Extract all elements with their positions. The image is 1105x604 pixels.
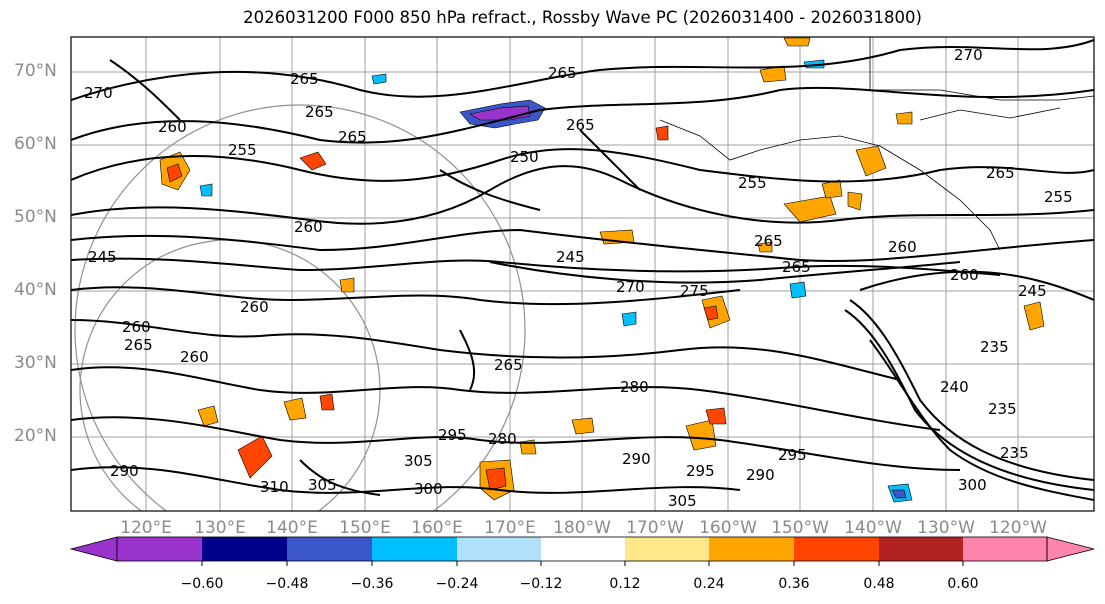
contour-label: 245	[88, 248, 117, 266]
colorbar-tick-label: 0.36	[778, 576, 810, 592]
lon-label: 120°E	[120, 518, 172, 538]
contour-label: 295	[438, 426, 467, 444]
colorbar	[69, 536, 1095, 566]
contours	[71, 39, 1094, 501]
colorbar-segment	[287, 537, 372, 561]
contour-label: 275	[680, 282, 709, 300]
contour-label: 260	[158, 118, 187, 136]
colorbar-tick-label: 0.60	[947, 576, 979, 592]
colorbar-segment	[372, 537, 457, 561]
lat-label: 60°N	[14, 134, 57, 154]
lon-label: 180°W	[553, 518, 611, 538]
lon-label: 150°E	[339, 518, 391, 538]
contour-label: 245	[556, 248, 585, 266]
colorbar-tick-label: −0.48	[265, 576, 309, 592]
lat-label: 70°N	[14, 61, 57, 81]
contour-label: 295	[686, 462, 715, 480]
contour-label: 260	[294, 218, 323, 236]
lat-label: 50°N	[14, 207, 57, 227]
contour-label: 270	[84, 84, 113, 102]
colorbar-tick-label: 0.24	[693, 576, 725, 592]
colorbar-extend-high	[1046, 536, 1095, 562]
coastlines	[659, 37, 1094, 251]
contour-label: 310	[260, 478, 289, 496]
contour-label: 305	[308, 476, 337, 494]
contour-label: 260	[240, 298, 269, 316]
lon-label: 140°E	[266, 518, 318, 538]
lon-label: 150°W	[771, 518, 829, 538]
contour-label: 280	[620, 378, 649, 396]
map-title: 2026031200 F000 850 hPa refract., Rossby…	[243, 8, 922, 27]
contour-label: 245	[1018, 282, 1047, 300]
lon-label: 160°W	[699, 518, 757, 538]
colorbar-segment	[709, 537, 794, 561]
colorbar-tick-label: −0.12	[519, 576, 563, 592]
contour-label: 260	[888, 238, 917, 256]
colorbar-segment	[541, 537, 625, 561]
colorbar-segment	[794, 537, 879, 561]
contour-label: 280	[488, 430, 517, 448]
contour-label: 260	[950, 266, 979, 284]
contour-label: 265	[290, 70, 319, 88]
contour-label: 305	[404, 452, 433, 470]
contour-label: 270	[616, 278, 645, 296]
colorbar-segment	[963, 537, 1047, 561]
contour-label: 265	[548, 64, 577, 82]
contour-label: 300	[414, 480, 443, 498]
contour-label: 290	[746, 466, 775, 484]
colorbar-segment	[117, 537, 202, 561]
contour-label: 265	[782, 258, 811, 276]
lon-label: 130°W	[917, 518, 975, 538]
contour-label: 255	[228, 141, 257, 159]
colorbar-tick-label: −0.24	[435, 576, 479, 592]
shaded-patches	[159, 37, 1045, 503]
contour-label: 265	[124, 336, 153, 354]
contour-label: 235	[988, 400, 1017, 418]
lon-label: 130°E	[194, 518, 246, 538]
contour-label: 290	[110, 462, 139, 480]
contour-label: 290	[622, 450, 651, 468]
lat-label: 40°N	[14, 280, 57, 300]
contour-label: 265	[986, 164, 1015, 182]
lat-label: 20°N	[14, 426, 57, 446]
contour-label: 235	[1000, 444, 1029, 462]
contour-label: 240	[940, 378, 969, 396]
contour-label: 300	[958, 476, 987, 494]
contour-label: 260	[122, 318, 151, 336]
colorbar-segment	[625, 537, 709, 561]
contour-label: 260	[180, 348, 209, 366]
lat-label: 30°N	[14, 353, 57, 373]
map-frame	[70, 36, 1095, 512]
lon-label: 140°W	[844, 518, 902, 538]
contour-label: 250	[510, 148, 539, 166]
contour-label: 255	[1044, 188, 1073, 206]
colorbar-extend-low	[69, 536, 118, 562]
colorbar-tick-label: 0.48	[863, 576, 895, 592]
contour-label: 255	[738, 174, 767, 192]
contour-label: 305	[668, 492, 697, 510]
contour-label: 295	[778, 446, 807, 464]
colorbar-tick-label: −0.60	[180, 576, 224, 592]
contour-labels: 270 265 260 255 265 265 250 265 265 260 …	[84, 46, 1073, 510]
contour-label: 265	[566, 116, 595, 134]
lon-label: 160°E	[411, 518, 463, 538]
colorbar-segment	[457, 537, 541, 561]
lon-label: 170°W	[626, 518, 684, 538]
contour-label: 265	[338, 128, 367, 146]
contour-label: 270	[954, 46, 983, 64]
contour-label: 235	[980, 338, 1009, 356]
colorbar-segment	[202, 537, 287, 561]
colorbar-tick-label: 0.12	[609, 576, 641, 592]
colorbar-segment	[879, 537, 963, 561]
contour-label: 265	[494, 356, 523, 374]
colorbar-tick-label: −0.36	[350, 576, 394, 592]
contour-label: 265	[754, 232, 783, 250]
contour-label: 265	[305, 103, 334, 121]
lon-label: 120°W	[989, 518, 1047, 538]
lon-label: 170°E	[484, 518, 536, 538]
